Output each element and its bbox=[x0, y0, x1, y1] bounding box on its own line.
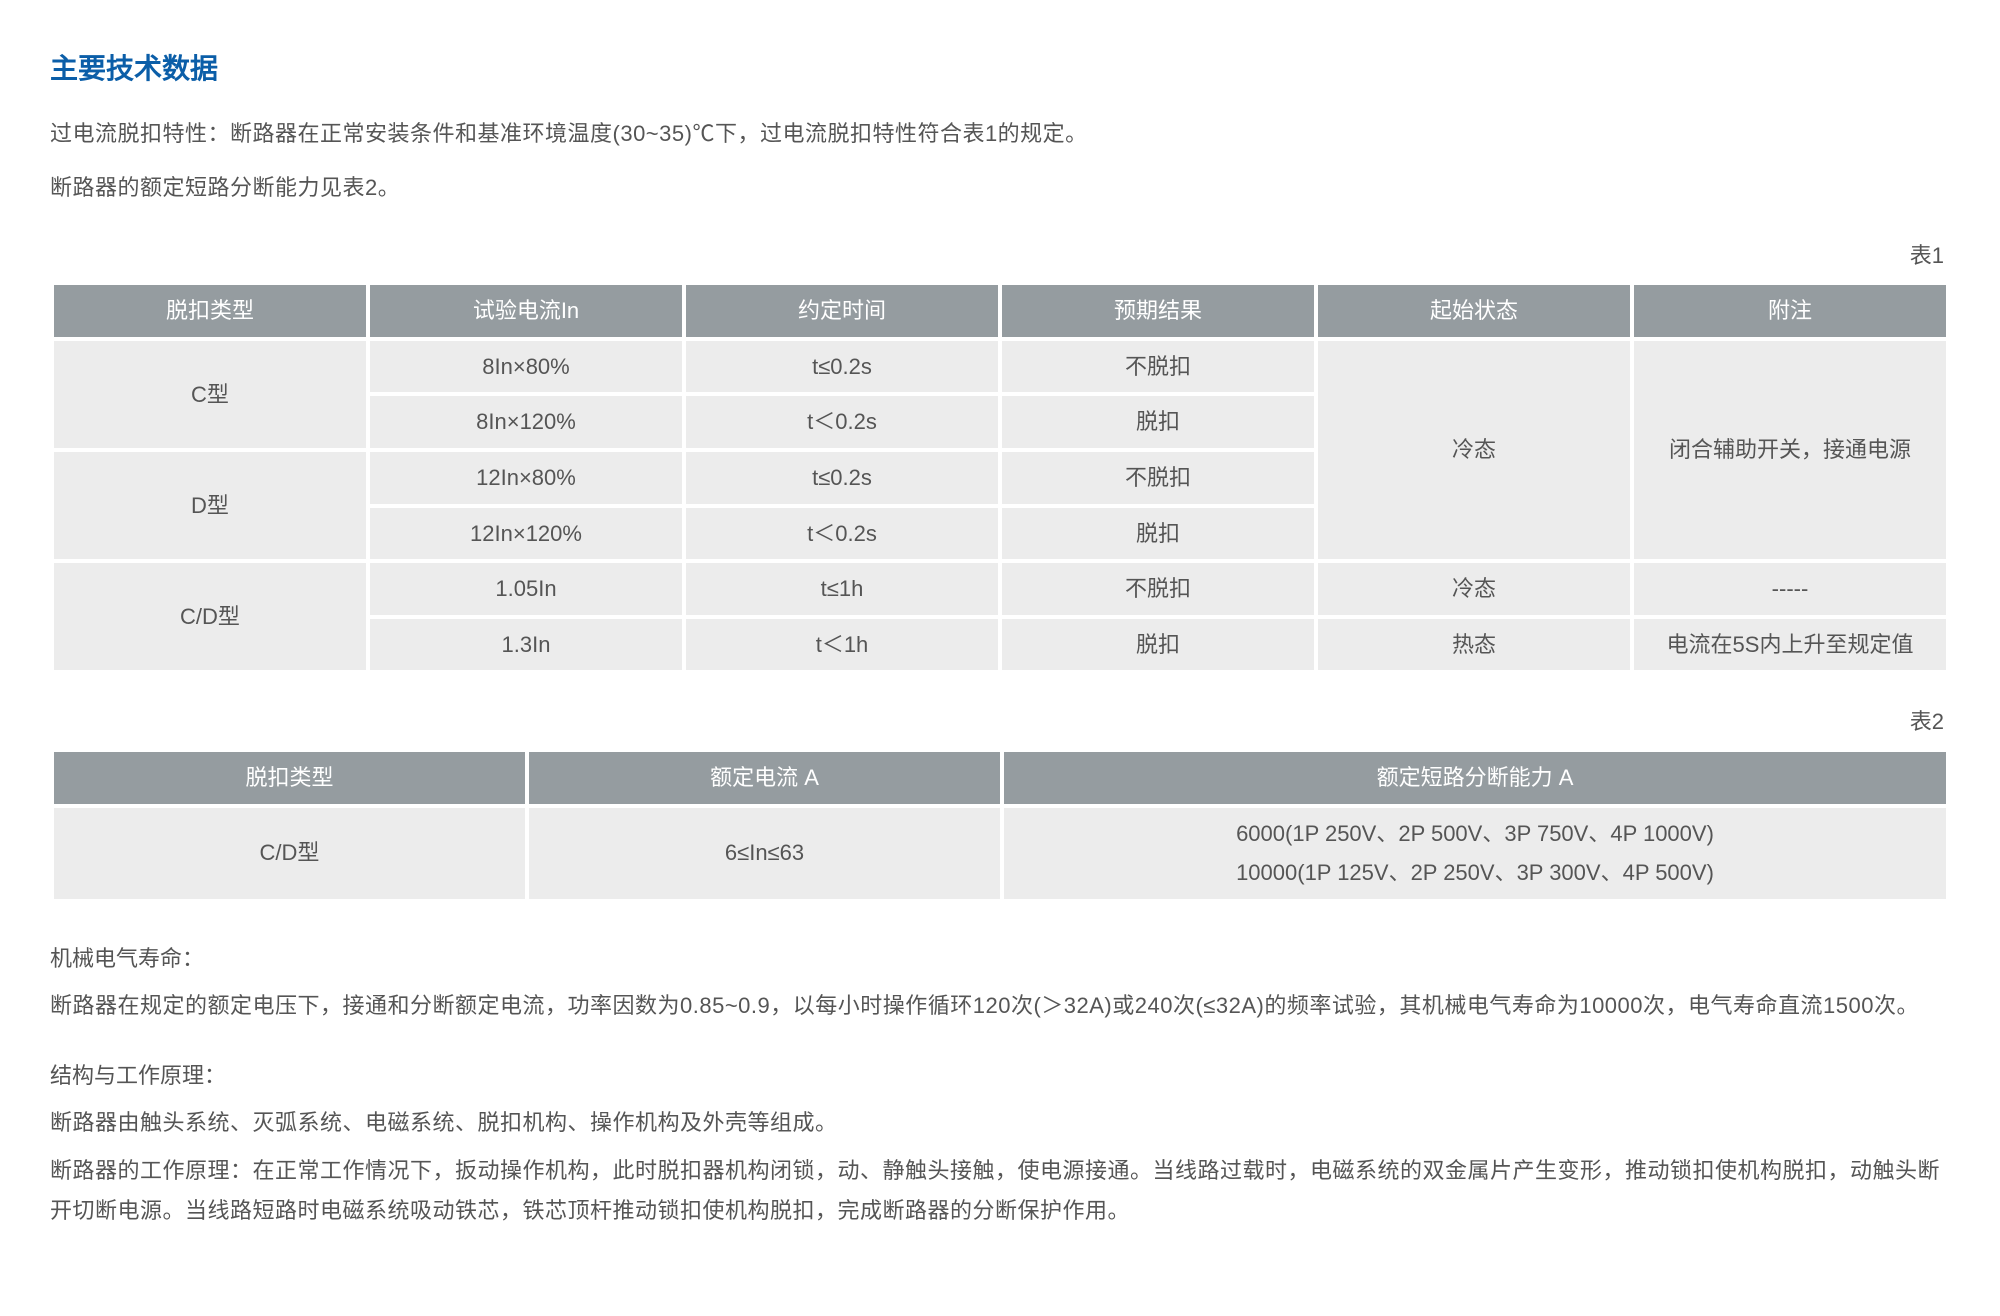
cell-time: t≤1h bbox=[686, 563, 998, 615]
table1-header: 预期结果 bbox=[1002, 285, 1314, 337]
cell-current: 12In×120% bbox=[370, 508, 682, 560]
cell-current: 8In×120% bbox=[370, 396, 682, 448]
table2-label: 表2 bbox=[50, 702, 1950, 742]
cell-capacity: 6000(1P 250V、2P 500V、3P 750V、4P 1000V) 1… bbox=[1004, 808, 1946, 899]
cell-start: 冷态 bbox=[1318, 563, 1630, 615]
cell-time: t≤0.2s bbox=[686, 452, 998, 504]
cell-current: 12In×80% bbox=[370, 452, 682, 504]
capacity-line1: 6000(1P 250V、2P 500V、3P 750V、4P 1000V) bbox=[1236, 821, 1714, 846]
table1-header: 起始状态 bbox=[1318, 285, 1630, 337]
life-heading: 机械电气寿命： bbox=[50, 939, 1950, 979]
page-title: 主要技术数据 bbox=[50, 44, 1950, 94]
cell-result: 脱扣 bbox=[1002, 396, 1314, 448]
cell-type: C型 bbox=[54, 341, 366, 448]
cell-result: 脱扣 bbox=[1002, 508, 1314, 560]
table1: 脱扣类型 试验电流In 约定时间 预期结果 起始状态 附注 C型 8In×80%… bbox=[50, 281, 1950, 674]
cell-result: 脱扣 bbox=[1002, 619, 1314, 671]
principle-p1: 断路器由触头系统、灭弧系统、电磁系统、脱扣机构、操作机构及外壳等组成。 bbox=[50, 1103, 1950, 1143]
cell-note: 闭合辅助开关，接通电源 bbox=[1634, 341, 1946, 559]
cell-type: D型 bbox=[54, 452, 366, 559]
principle-p2: 断路器的工作原理：在正常工作情况下，扳动操作机构，此时脱扣器机构闭锁，动、静触头… bbox=[50, 1151, 1950, 1230]
cell-current: 1.05In bbox=[370, 563, 682, 615]
table-row: C/D型 1.05In t≤1h 不脱扣 冷态 ----- bbox=[54, 563, 1946, 615]
cell-result: 不脱扣 bbox=[1002, 341, 1314, 393]
cell-type: C/D型 bbox=[54, 563, 366, 670]
life-text: 断路器在规定的额定电压下，接通和分断额定电流，功率因数为0.85~0.9，以每小… bbox=[50, 986, 1950, 1026]
cell-time: t＜0.2s bbox=[686, 508, 998, 560]
cell-start: 冷态 bbox=[1318, 341, 1630, 559]
cell-result: 不脱扣 bbox=[1002, 452, 1314, 504]
cell-current: 1.3In bbox=[370, 619, 682, 671]
table1-label: 表1 bbox=[50, 236, 1950, 276]
table2-header: 额定电流 A bbox=[529, 752, 1000, 804]
table1-header: 试验电流In bbox=[370, 285, 682, 337]
table-row: C/D型 6≤In≤63 6000(1P 250V、2P 500V、3P 750… bbox=[54, 808, 1946, 899]
cell-time: t＜0.2s bbox=[686, 396, 998, 448]
cell-current: 6≤In≤63 bbox=[529, 808, 1000, 899]
cell-note: ----- bbox=[1634, 563, 1946, 615]
table2-header: 额定短路分断能力 A bbox=[1004, 752, 1946, 804]
cell-time: t＜1h bbox=[686, 619, 998, 671]
cell-result: 不脱扣 bbox=[1002, 563, 1314, 615]
cell-note: 电流在5S内上升至规定值 bbox=[1634, 619, 1946, 671]
principle-heading: 结构与工作原理： bbox=[50, 1056, 1950, 1096]
cell-start: 热态 bbox=[1318, 619, 1630, 671]
intro-paragraph-2: 断路器的额定短路分断能力见表2。 bbox=[50, 168, 1950, 208]
table1-header: 脱扣类型 bbox=[54, 285, 366, 337]
capacity-line2: 10000(1P 125V、2P 250V、3P 300V、4P 500V) bbox=[1236, 860, 1714, 885]
table1-header: 约定时间 bbox=[686, 285, 998, 337]
intro-paragraph-1: 过电流脱扣特性：断路器在正常安装条件和基准环境温度(30~35)℃下，过电流脱扣… bbox=[50, 114, 1950, 154]
table1-header: 附注 bbox=[1634, 285, 1946, 337]
table2-header: 脱扣类型 bbox=[54, 752, 525, 804]
table2: 脱扣类型 额定电流 A 额定短路分断能力 A C/D型 6≤In≤63 6000… bbox=[50, 748, 1950, 903]
cell-time: t≤0.2s bbox=[686, 341, 998, 393]
cell-type: C/D型 bbox=[54, 808, 525, 899]
table-row: C型 8In×80% t≤0.2s 不脱扣 冷态 闭合辅助开关，接通电源 bbox=[54, 341, 1946, 393]
cell-current: 8In×80% bbox=[370, 341, 682, 393]
